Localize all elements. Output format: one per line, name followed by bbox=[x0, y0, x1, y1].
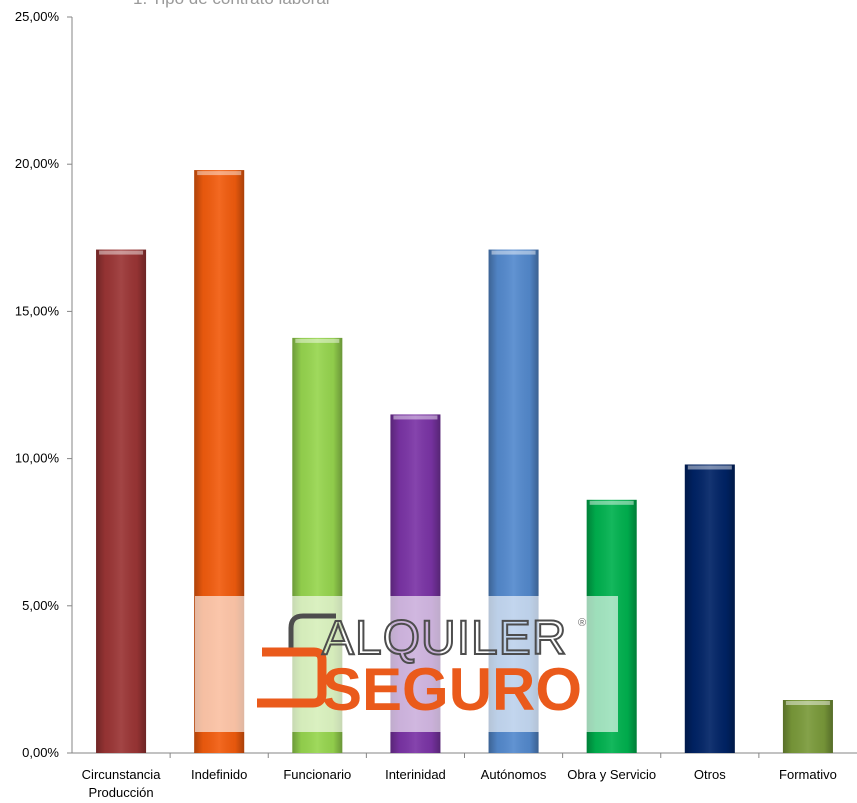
bar-top-highlight bbox=[687, 465, 732, 470]
lock-body-icon bbox=[257, 647, 327, 708]
watermark-backdrop bbox=[195, 596, 618, 732]
x-tick-label: Autónomos bbox=[481, 767, 547, 782]
watermark-line1: ALQUILER bbox=[322, 612, 567, 665]
bar bbox=[684, 464, 735, 753]
x-tick-label: Formativo bbox=[779, 767, 837, 782]
x-tick-label: Indefinido bbox=[191, 767, 247, 782]
x-tick-label: Interinidad bbox=[385, 767, 446, 782]
chart-title: 1. Tipo de contrato laboral bbox=[133, 0, 330, 8]
x-tick-label: Circunstancia Producción bbox=[82, 767, 162, 800]
bar-top-highlight bbox=[785, 701, 830, 706]
bar-shading bbox=[782, 700, 833, 753]
watermark-line2: SEGURO bbox=[322, 656, 582, 723]
bar bbox=[782, 700, 833, 753]
x-tick-label: Otros bbox=[694, 767, 726, 782]
y-tick-label: 0,00% bbox=[22, 745, 59, 760]
bar-top-highlight bbox=[295, 338, 340, 343]
bar-shading bbox=[96, 249, 147, 754]
y-tick-label: 20,00% bbox=[15, 156, 60, 171]
bar-shading bbox=[684, 464, 735, 753]
bar bbox=[96, 249, 147, 754]
bar-top-highlight bbox=[99, 250, 144, 255]
watermark-registered: ® bbox=[578, 617, 586, 629]
y-tick-label: 15,00% bbox=[15, 303, 60, 318]
bar-top-highlight bbox=[197, 171, 242, 176]
y-tick-label: 25,00% bbox=[15, 9, 60, 24]
bar-top-highlight bbox=[491, 250, 536, 255]
y-tick-label: 5,00% bbox=[22, 598, 59, 613]
bar-top-highlight bbox=[589, 500, 634, 505]
alquiler-seguro-watermark: ALQUILER ® SEGURO bbox=[195, 596, 618, 732]
x-tick-label: Obra y Servicio bbox=[567, 767, 656, 782]
y-tick-label: 10,00% bbox=[15, 451, 60, 466]
x-tick-label: Funcionario bbox=[283, 767, 351, 782]
bar-top-highlight bbox=[393, 415, 438, 420]
lock-shackle-icon bbox=[288, 613, 336, 656]
